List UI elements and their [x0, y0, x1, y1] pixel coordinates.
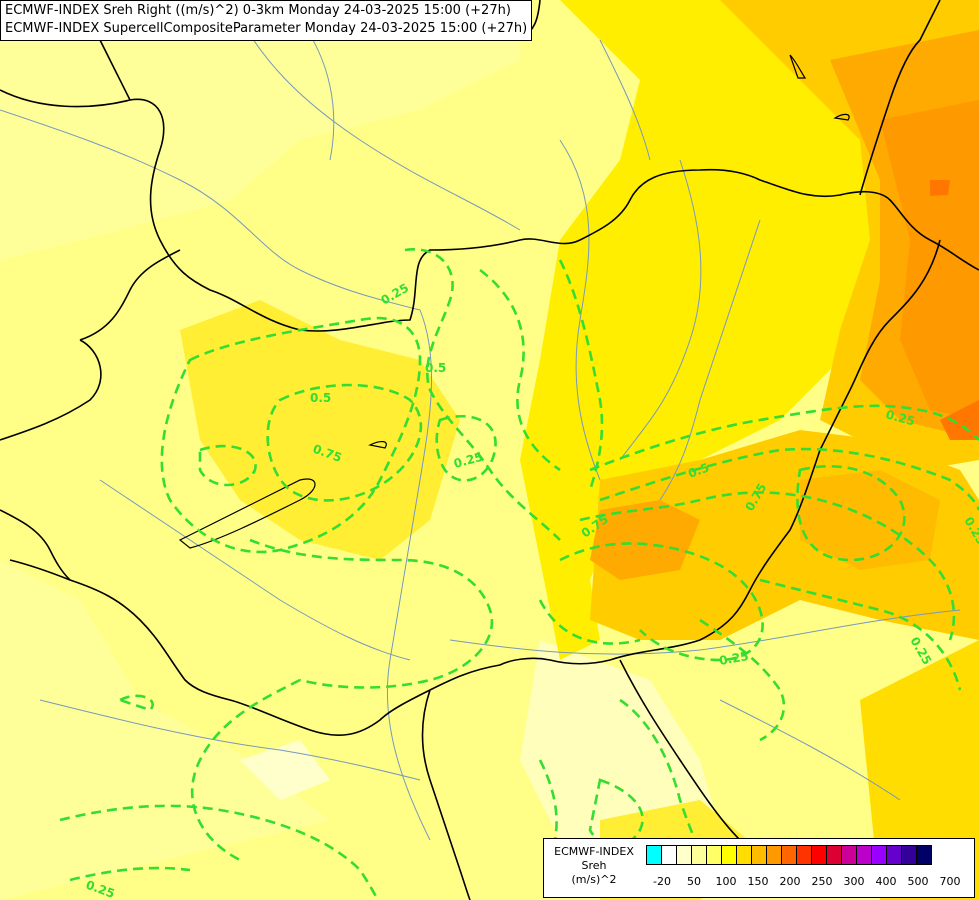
- legend-tick-label: 400: [875, 875, 897, 888]
- contour-label: 0.5: [425, 361, 446, 375]
- legend-swatch: [736, 845, 752, 865]
- legend-tick-label: 150: [747, 875, 769, 888]
- legend-tick-label: 500: [907, 875, 929, 888]
- legend-swatch: [901, 845, 917, 865]
- legend-swatch: [781, 845, 797, 865]
- legend-swatch: [811, 845, 827, 865]
- legend-source: ECMWF-INDEX: [554, 845, 634, 858]
- legend-tick-label: -20: [653, 875, 671, 888]
- lakes: [178, 54, 850, 549]
- map-title: ECMWF-INDEX Sreh Right ((m/s)^2) 0-3km M…: [0, 0, 533, 41]
- title-line-scp: ECMWF-INDEX SupercellCompositeParameter …: [5, 21, 528, 36]
- legend-ticks: -20 50 100 150 200 250 300 400 500 700: [646, 875, 976, 889]
- contour-label: 0.25: [718, 649, 750, 668]
- legend-tick-label: 50: [687, 875, 701, 888]
- legend-tick-label: 100: [715, 875, 737, 888]
- legend-swatch: [766, 845, 782, 865]
- legend-swatch: [661, 845, 677, 865]
- legend-swatches: [646, 845, 932, 865]
- legend-swatch: [841, 845, 857, 865]
- legend-tick-label: 700: [939, 875, 961, 888]
- legend-swatch: [826, 845, 842, 865]
- legend-swatch: [646, 845, 662, 865]
- legend-swatch: [796, 845, 812, 865]
- scp-contours: [59, 248, 979, 900]
- legend-swatch: [886, 845, 902, 865]
- legend-swatch: [691, 845, 707, 865]
- title-line-sreh: ECMWF-INDEX Sreh Right ((m/s)^2) 0-3km M…: [5, 3, 511, 18]
- rivers: [0, 0, 961, 841]
- legend-title: ECMWF-INDEX Sreh (m/s)^2: [548, 845, 640, 887]
- legend-tick-label: 300: [843, 875, 865, 888]
- legend-tick-label: 250: [811, 875, 833, 888]
- legend-swatch: [706, 845, 722, 865]
- legend-parameter: Sreh: [581, 859, 607, 872]
- legend-swatch: [871, 845, 887, 865]
- contour-label: 0.5: [686, 460, 711, 480]
- legend-swatch: [856, 845, 872, 865]
- legend-swatch: [721, 845, 737, 865]
- legend-swatch: [916, 845, 932, 865]
- legend-swatch: [676, 845, 692, 865]
- legend-unit: (m/s)^2: [571, 873, 617, 886]
- color-legend: ECMWF-INDEX Sreh (m/s)^2 -20 50 100 150 200 2…: [543, 838, 975, 898]
- contour-label: 0.5: [310, 391, 331, 405]
- lake-balaton: [178, 478, 316, 549]
- legend-swatch: [751, 845, 767, 865]
- legend-tick-label: 200: [779, 875, 801, 888]
